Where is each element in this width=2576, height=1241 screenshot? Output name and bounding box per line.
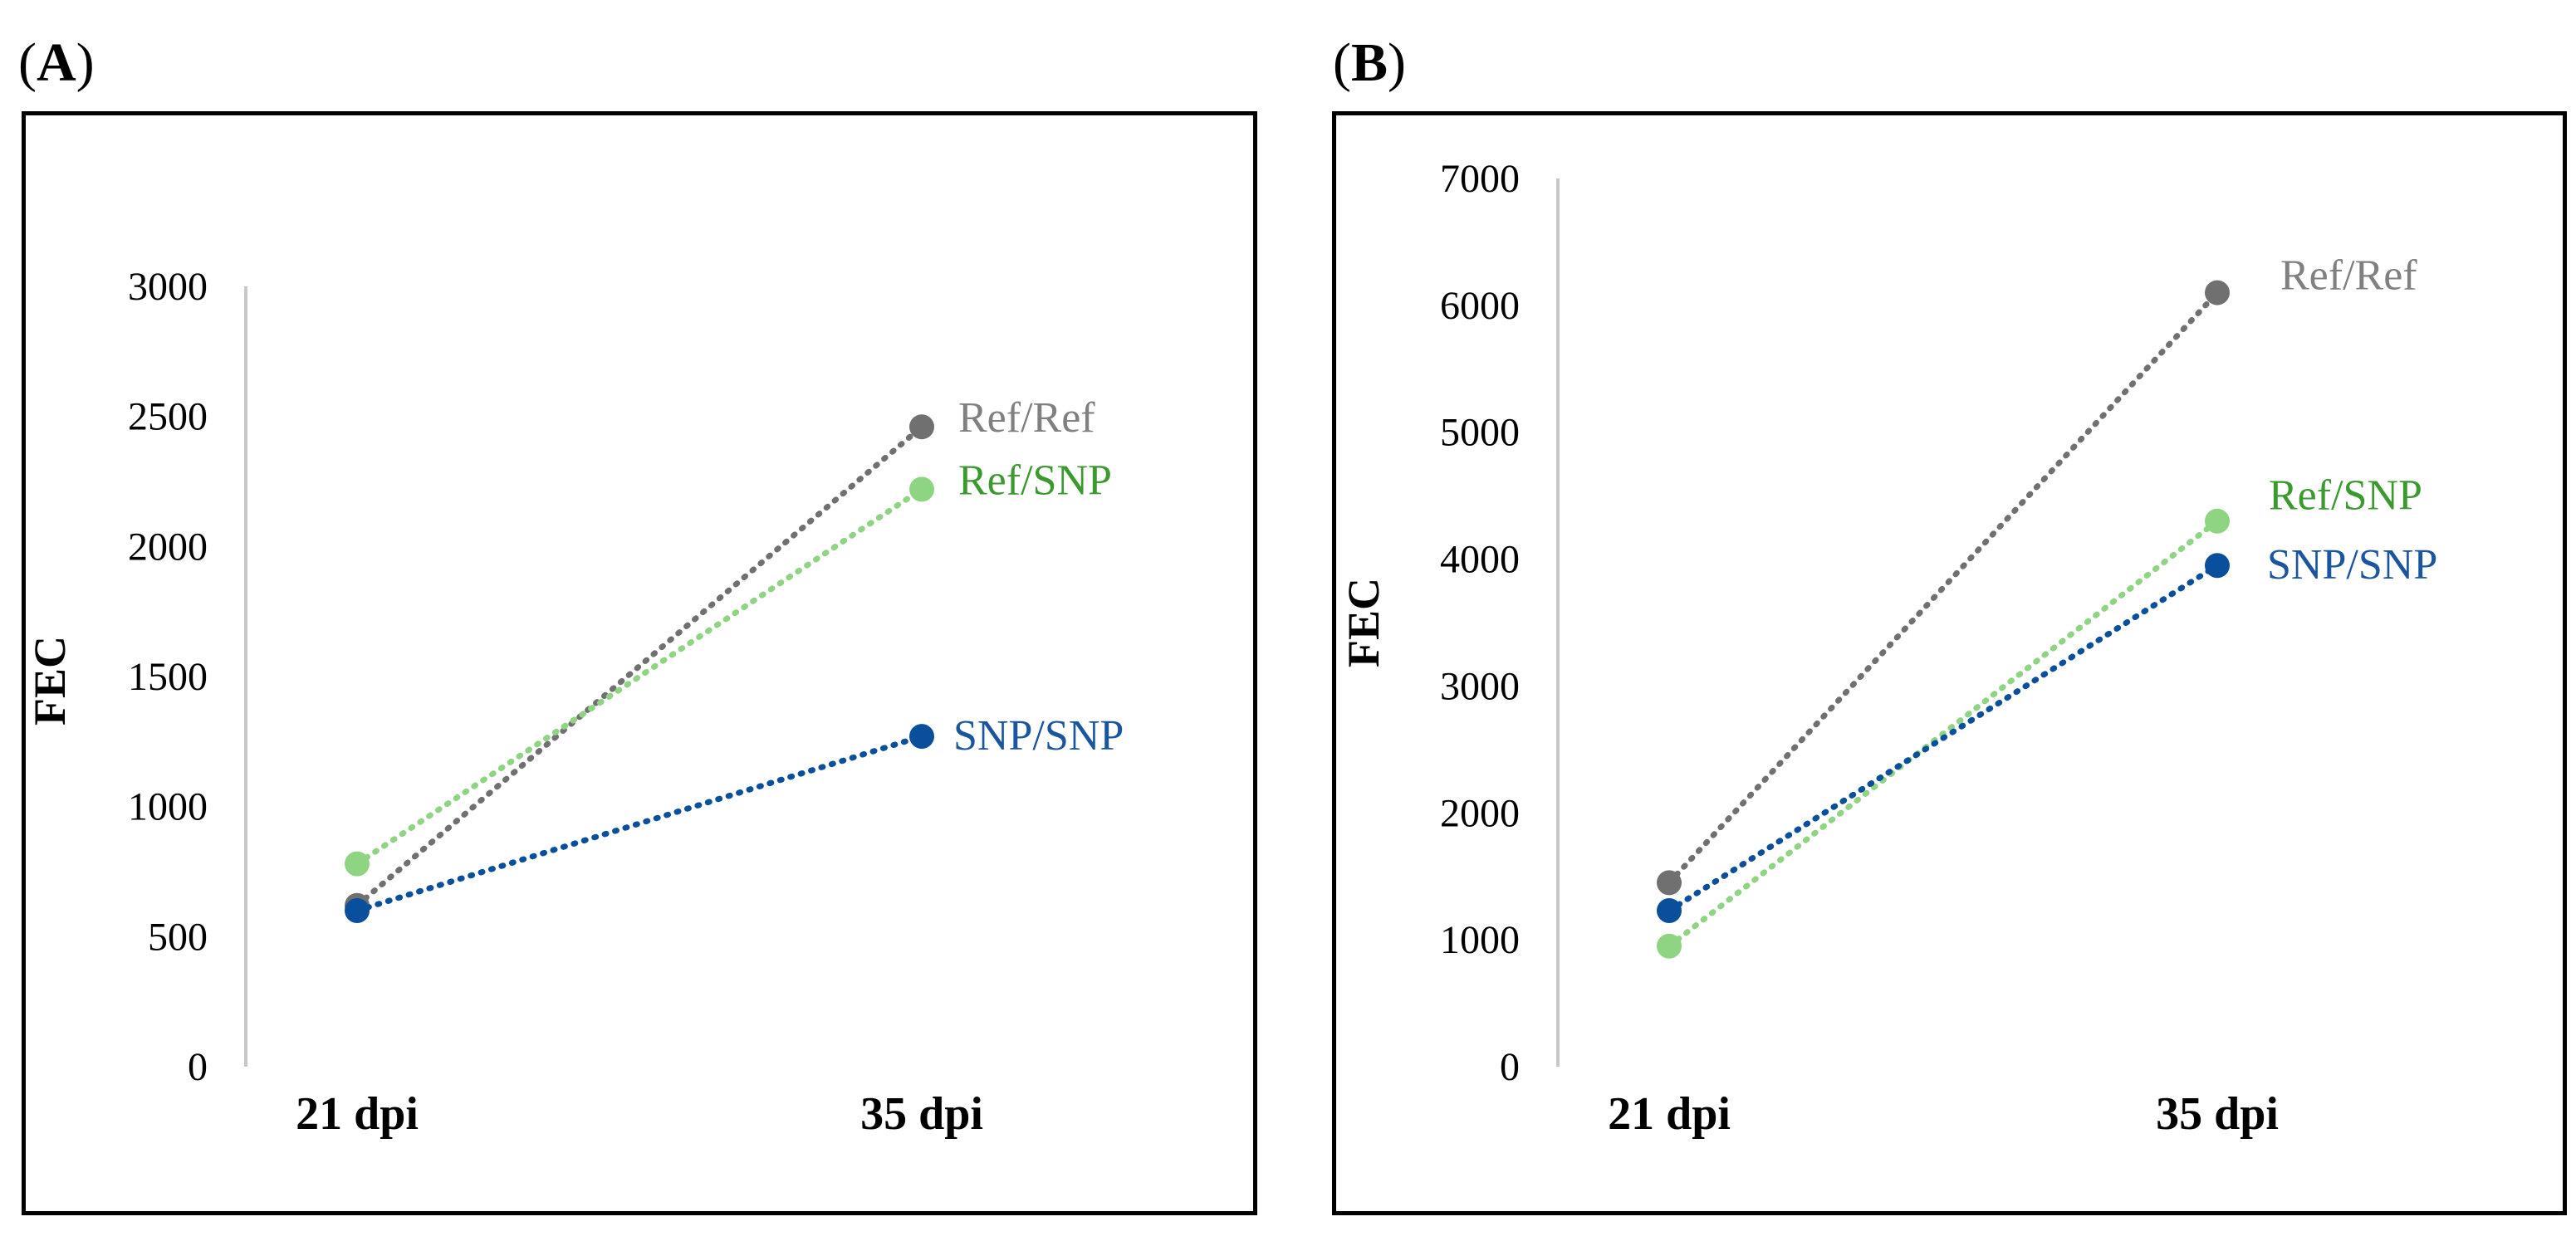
panel-a-series-ref-snp-point-2: [909, 476, 934, 502]
panel-a-label: (A): [18, 32, 95, 95]
panel-a-series-ref-ref-label: Ref/Ref: [958, 394, 1095, 442]
panel-a-y-tick-label: 2000: [128, 525, 208, 569]
panel-b-label-letter: B: [1350, 32, 1388, 93]
panel-b-x-category-label: 35 dpi: [2156, 1088, 2279, 1140]
panel-b-series-snp-snp-point-2: [2205, 553, 2230, 579]
panel-a-y-axis-title: FEC: [25, 636, 75, 726]
panel-a-series-ref-ref-point-2: [909, 414, 934, 440]
panel-a-series-ref-snp-line: [354, 486, 925, 867]
panel-b-y-tick-label: 2000: [1440, 791, 1520, 835]
panel-a-label-open: (: [18, 32, 37, 93]
panel-b-y-tick-label: 1000: [1440, 918, 1520, 962]
panel-b-series-ref-ref-point-2: [2205, 280, 2230, 305]
panel-b-y-tick-label: 3000: [1440, 664, 1520, 708]
panel-a-y-tick-label: 3000: [128, 265, 208, 309]
panel-b-series-ref-snp-point-1: [1657, 933, 1682, 959]
panel-b-x-category-label: 21 dpi: [1608, 1088, 1731, 1140]
panel-b-y-tick-label: 0: [1500, 1045, 1520, 1089]
panel-b-y-tick-label: 7000: [1440, 157, 1520, 201]
panel-a-series-ref-ref-line: [354, 423, 925, 909]
panel-a-series-snp-snp-label: SNP/SNP: [953, 712, 1124, 760]
panel-a-series-ref-snp-label: Ref/SNP: [958, 457, 1112, 504]
panel-a-y-tick-label: 0: [188, 1045, 208, 1089]
panel-b-label-close: ): [1388, 32, 1406, 93]
panel-b-series-ref-snp-line: [1666, 518, 2221, 950]
panel-a-y-tick-label: 2500: [128, 395, 208, 439]
panel-b-series-snp-snp-label: SNP/SNP: [2267, 541, 2437, 589]
panel-a-x-category-label: 21 dpi: [296, 1088, 419, 1140]
panel-a-series-ref-snp-point-1: [345, 851, 370, 877]
panel-a-x-category-label: 35 dpi: [860, 1088, 983, 1140]
panel-b-series-ref-ref-line: [1666, 290, 2221, 886]
panel-b-series-ref-ref-label: Ref/Ref: [2280, 252, 2417, 300]
panel-b-series-snp-snp-point-1: [1657, 897, 1682, 923]
panel-b-series-ref-snp-label: Ref/SNP: [2269, 472, 2422, 520]
panel-b-series-ref-ref-point-1: [1657, 870, 1682, 896]
panel-a-frame: [22, 111, 1257, 1215]
panel-a-series-snp-snp-line: [354, 733, 925, 914]
panel-b-y-axis-title: FEC: [1339, 578, 1388, 667]
panel-a-y-tick-label: 1000: [128, 785, 208, 829]
panel-b-label: (B): [1333, 32, 1406, 95]
panel-a-series-snp-snp-point-2: [909, 724, 934, 750]
panel-b-y-tick-label: 5000: [1440, 411, 1520, 455]
panel-a-series-snp-snp-point-1: [345, 898, 370, 923]
panel-b-y-tick-label: 4000: [1440, 538, 1520, 582]
panel-b-label-open: (: [1333, 32, 1351, 93]
panel-b-frame: [1332, 111, 2567, 1215]
panel-b-series-snp-snp-line: [1666, 562, 2221, 914]
panel-a-y-tick-label: 1500: [128, 655, 208, 699]
panel-a-y-tick-label: 500: [148, 915, 208, 959]
panel-b-series-ref-snp-point-2: [2205, 508, 2230, 534]
panel-a-label-close: ): [76, 32, 95, 93]
panel-a-label-letter: A: [36, 32, 76, 93]
panel-b-y-tick-label: 6000: [1440, 284, 1520, 328]
